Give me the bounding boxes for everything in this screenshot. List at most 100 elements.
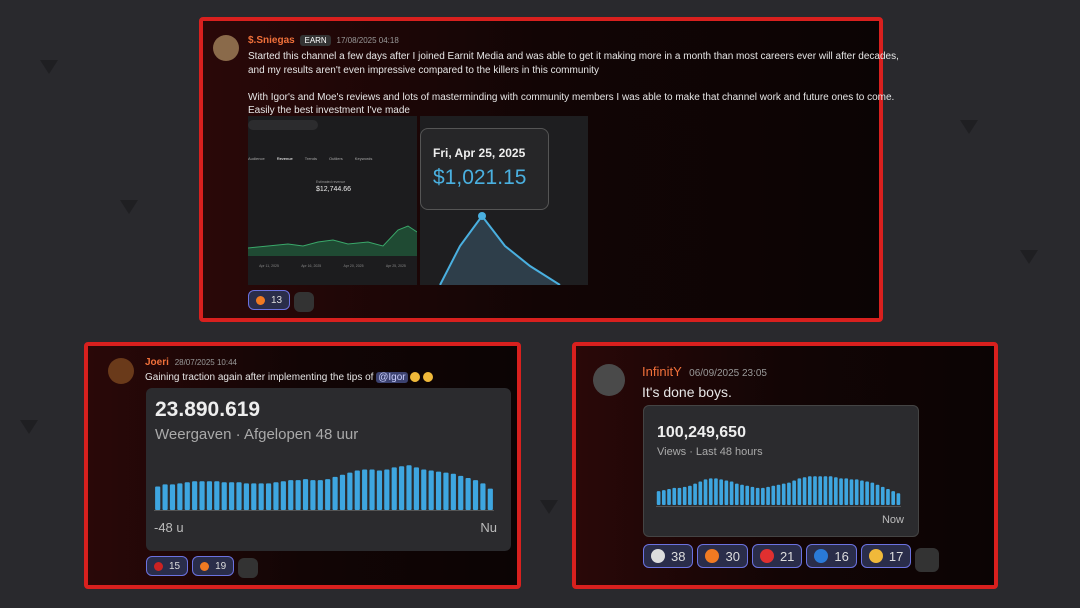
reaction-emoji <box>705 549 720 563</box>
reaction[interactable]: 21 <box>751 544 803 568</box>
tab: Outliers <box>329 156 343 161</box>
avatar[interactable] <box>213 35 239 61</box>
revenue-label: Estimated revenue <box>316 180 346 184</box>
reaction-emoji <box>759 549 774 563</box>
avatar[interactable] <box>108 358 134 384</box>
bar <box>169 484 176 510</box>
reaction[interactable]: 19 <box>192 556 235 576</box>
reaction[interactable]: 30 <box>697 544 748 568</box>
axis-line <box>656 506 901 507</box>
message-text: Gaining traction again after implementin… <box>145 372 434 383</box>
emoji <box>423 372 434 383</box>
revenue-total: $12,744.66 <box>316 186 352 193</box>
zoom-chart <box>439 212 561 285</box>
reaction-count: 17 <box>888 548 904 564</box>
reaction[interactable]: 15 <box>146 556 189 576</box>
bar <box>421 469 427 510</box>
text: Gaining traction again after implementin… <box>145 372 374 383</box>
bg-triangle <box>20 420 38 434</box>
bar <box>184 482 190 510</box>
add-reaction[interactable] <box>238 557 259 578</box>
zoom-line <box>439 214 561 285</box>
bar <box>693 483 697 505</box>
reaction-emoji <box>154 561 163 571</box>
bar <box>745 485 750 505</box>
bar <box>221 482 227 510</box>
embed-caption: Weergaven · Afgelopen 48 uur <box>155 426 359 443</box>
bar <box>787 482 791 505</box>
bar <box>688 485 692 505</box>
bar <box>776 484 781 505</box>
reaction[interactable]: 13 <box>248 290 291 310</box>
bar <box>472 480 479 510</box>
revenue-area <box>248 226 417 256</box>
tab: Trends <box>304 156 318 161</box>
bar <box>677 487 682 505</box>
bar <box>891 491 896 505</box>
tab: Keywords <box>354 156 373 161</box>
bar <box>229 482 235 510</box>
bar <box>854 479 859 505</box>
bar <box>480 483 486 510</box>
author[interactable]: InfinitY <box>642 364 682 379</box>
bar <box>802 477 807 505</box>
bar <box>813 476 817 505</box>
bar <box>870 482 875 505</box>
axis-start: -48 u <box>154 520 184 535</box>
reaction[interactable]: 16 <box>806 544 857 568</box>
author[interactable]: Joeri <box>145 357 169 368</box>
reaction-count: 19 <box>215 560 227 572</box>
bar <box>450 473 456 510</box>
text-line: With Igor's and Moe's reviews and lots o… <box>248 91 895 103</box>
bar <box>310 480 316 510</box>
bar <box>729 481 734 505</box>
reaction-emoji <box>868 549 883 563</box>
bar <box>698 481 703 505</box>
bg-triangle <box>40 60 58 74</box>
reaction-count: 13 <box>271 294 283 306</box>
message-text: Started this channel a few days after I … <box>248 50 899 118</box>
bar <box>844 478 849 505</box>
bar <box>302 479 309 510</box>
add-reaction[interactable] <box>915 547 940 572</box>
bar <box>280 481 286 510</box>
bar <box>792 480 796 505</box>
bar <box>273 482 279 510</box>
bg-triangle <box>1020 250 1038 264</box>
axis-line <box>154 510 494 511</box>
bar <box>243 483 249 510</box>
bar <box>295 480 301 510</box>
bar <box>714 478 718 505</box>
bar <box>834 477 838 505</box>
reaction-count: 15 <box>169 560 181 572</box>
reaction[interactable]: 17 <box>860 544 912 568</box>
tooltip <box>420 128 549 210</box>
bar <box>672 487 677 505</box>
bar <box>428 470 434 510</box>
author[interactable]: $.Sniegas <box>248 35 295 46</box>
bar <box>339 474 346 510</box>
bar <box>823 476 828 505</box>
tooltip-date: Fri, Apr 25, 2025 <box>433 146 526 160</box>
bar <box>818 476 823 505</box>
embed: 23.890.619 Weergaven · Afgelopen 48 uur … <box>146 388 511 551</box>
message-text: It's done boys. <box>642 384 732 400</box>
bar <box>875 484 880 505</box>
tooltip-amount: $1,021.15 <box>433 166 527 189</box>
message-card: Joeri 28/07/2025 10:44 Gaining traction … <box>84 342 521 589</box>
add-reaction[interactable] <box>294 291 315 312</box>
mention[interactable]: @Igor <box>376 372 408 383</box>
date: 06/09/2025 23:05 <box>689 368 767 379</box>
screenshot: Audience Revenue Trends Outliers Keywords Es… <box>248 116 417 285</box>
message-card: InfinitY 06/09/2025 23:05 It's done boys… <box>572 342 998 589</box>
reaction[interactable]: 38 <box>643 544 694 568</box>
bar <box>376 470 383 510</box>
bar <box>766 486 770 505</box>
bar <box>761 487 765 505</box>
date-label: Apr 25, 2025 <box>385 264 406 268</box>
axis-end: Now <box>881 514 904 526</box>
avatar[interactable] <box>593 364 625 396</box>
bar-chart <box>155 465 493 510</box>
bar <box>797 478 802 505</box>
